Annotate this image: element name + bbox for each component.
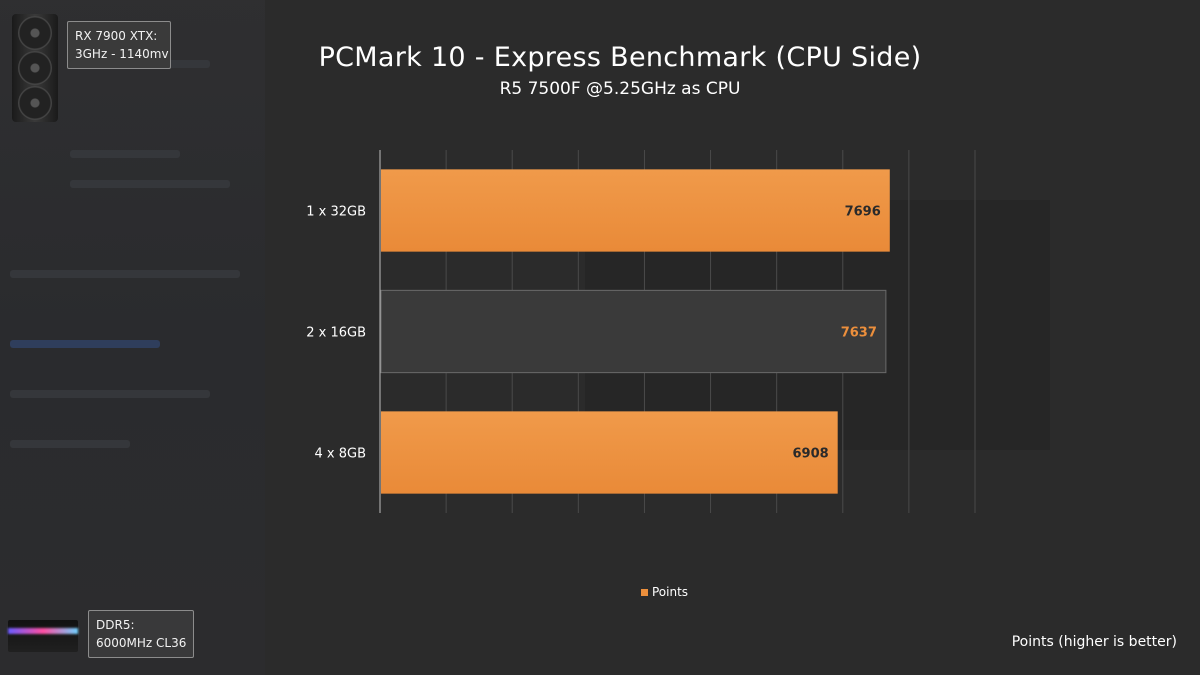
gpu-spec-line2: 3GHz - 1140mv (75, 47, 169, 61)
category-label: 1 x 32GB (306, 205, 366, 220)
ram-spec-line1: DDR5: (96, 618, 135, 632)
ram-spec-line2: 6000MHz CL36 (96, 636, 187, 650)
gpu-image (12, 14, 58, 122)
ram-image (8, 620, 78, 652)
data-label: 6908 (793, 447, 829, 462)
gpu-spec-line1: RX 7900 XTX: (75, 29, 158, 43)
category-label: 4 x 8GB (315, 447, 367, 462)
bar (380, 289, 887, 374)
data-label: 7696 (845, 205, 881, 220)
legend-swatch (641, 588, 648, 596)
chart-legend: Points (641, 585, 688, 599)
data-label: 7637 (841, 326, 877, 341)
ram-spec-box: DDR5: 6000MHz CL36 (88, 610, 194, 658)
chart-title: PCMark 10 - Express Benchmark (CPU Side) (318, 42, 922, 73)
background-decoration (10, 270, 240, 278)
bar (381, 411, 838, 494)
background-decoration (10, 390, 210, 398)
footnote: Points (higher is better) (1011, 634, 1177, 650)
gpu-spec-box: RX 7900 XTX: 3GHz - 1140mv (67, 21, 171, 69)
category-label: 2 x 16GB (306, 326, 366, 341)
background-decoration (10, 340, 160, 348)
background-decoration (10, 440, 130, 448)
background-decoration (70, 180, 230, 188)
bar (381, 169, 890, 252)
chart-subtitle: R5 7500F @5.25GHz as CPU (499, 79, 741, 99)
legend-label: Points (652, 585, 689, 599)
background-decoration (70, 150, 180, 158)
